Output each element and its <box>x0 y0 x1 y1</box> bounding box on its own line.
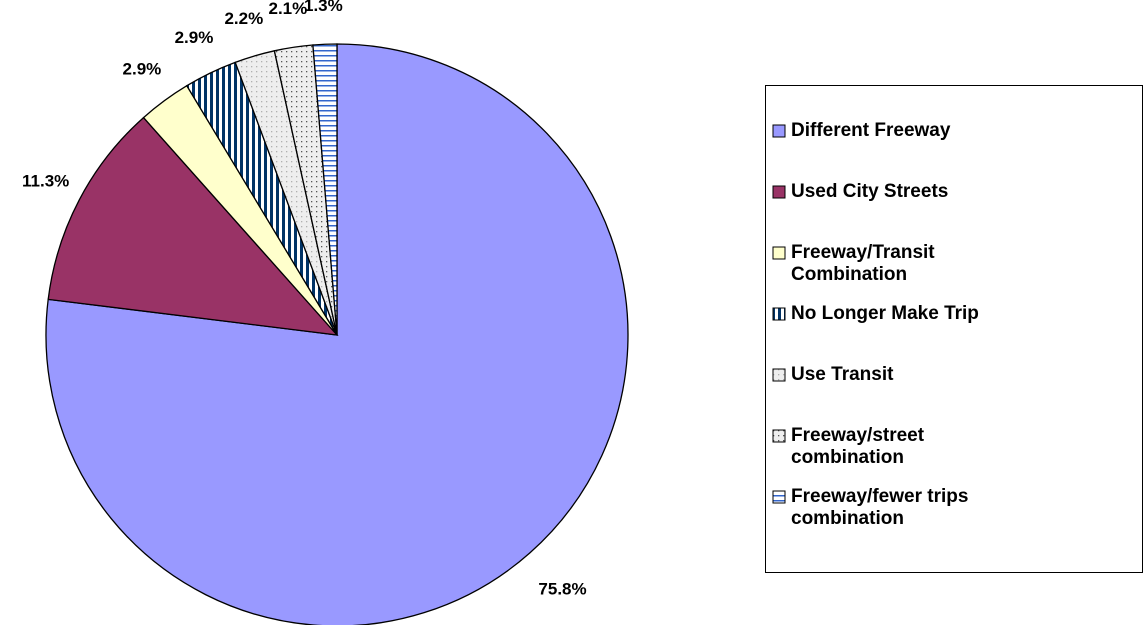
data-label: 2.9% <box>175 28 214 47</box>
legend-label: Freeway/street combination <box>791 425 925 468</box>
legend: Different Freeway Used City Streets Freewa… <box>765 85 1143 573</box>
data-label: 11.3% <box>22 172 69 191</box>
data-label: 1.3% <box>304 0 343 15</box>
legend-label: No Longer Make Trip <box>791 303 979 324</box>
legend-entry: Different Freeway <box>772 120 1142 181</box>
legend-swatch <box>772 185 786 199</box>
legend-swatch-rect <box>772 246 786 260</box>
legend-swatch <box>772 307 786 321</box>
legend-label: Used City Streets <box>791 181 949 202</box>
data-label: 2.9% <box>123 60 162 79</box>
legend-swatch <box>772 368 786 382</box>
pie-slice <box>47 116 339 336</box>
legend-swatch <box>772 124 786 138</box>
legend-swatch-rect <box>772 124 786 138</box>
data-label: 2.2% <box>224 9 263 28</box>
legend-swatch <box>772 429 786 443</box>
legend-entry: No Longer Make Trip <box>772 303 1142 364</box>
legend-entry: Used City Streets <box>772 181 1142 242</box>
legend-swatch-rect <box>772 185 786 199</box>
data-label: 2.1% <box>268 0 307 18</box>
legend-entry: Use Transit <box>772 364 1142 425</box>
legend-swatch-rect <box>772 368 786 382</box>
legend-label: Freeway/fewer trips combination <box>791 486 969 529</box>
legend-label: Use Transit <box>791 364 894 385</box>
legend-swatch-rect <box>772 307 786 321</box>
legend-swatch <box>772 246 786 260</box>
data-label: 75.8% <box>538 580 586 599</box>
legend-label: Different Freeway <box>791 120 951 141</box>
legend-entry: Freeway/Transit Combination <box>772 242 1142 303</box>
legend-swatch-rect <box>772 429 786 443</box>
pie-slice <box>312 43 338 336</box>
chart: 75.8% 11.3% 2.9% 2.9% 2.2% 2.1%1.3% <box>22 0 629 625</box>
legend-label: Freeway/Transit Combination <box>791 242 935 285</box>
legend-entry: Freeway/fewer trips combination <box>772 486 1142 547</box>
legend-swatch <box>772 490 786 504</box>
legend-swatch-rect <box>772 490 786 504</box>
legend-entry: Freeway/street combination <box>772 425 1142 486</box>
